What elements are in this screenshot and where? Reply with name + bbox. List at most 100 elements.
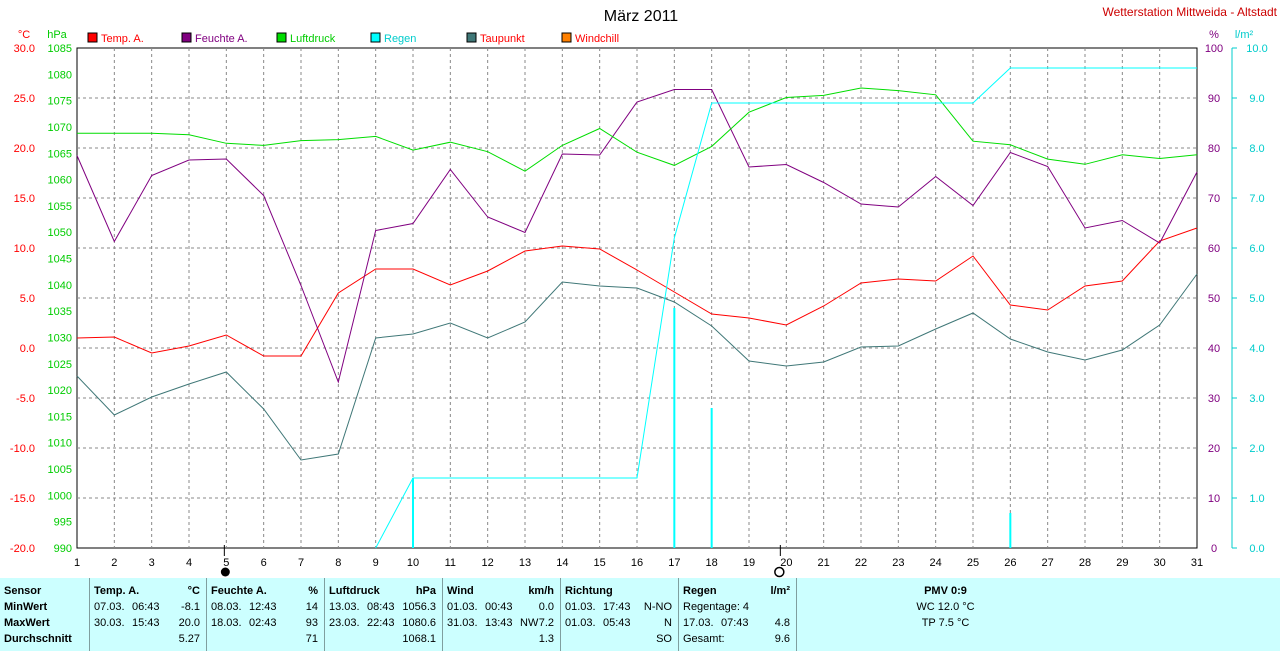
unit-rain: l/m² — [1235, 29, 1254, 41]
wind-min-date: 01.03. — [447, 601, 478, 613]
y-tick-pressure: 1055 — [48, 201, 72, 213]
stats-panel: Sensor MinWert MaxWert Durchschnitt Temp… — [0, 578, 1280, 651]
pressure-max-date: 23.03. — [329, 617, 360, 629]
legend-label: Temp. A. — [101, 33, 144, 45]
pressure-min-value: 1056.3 — [402, 601, 436, 613]
rain-max-value: 4.8 — [774, 617, 790, 629]
pmv-tp: TP 7.5 °C — [921, 617, 970, 629]
x-tick-label: 2 — [111, 557, 117, 569]
legend-label: Feuchte A. — [195, 33, 248, 45]
humidity-unit: % — [308, 585, 318, 597]
humidity-header: Feuchte A. — [211, 585, 267, 597]
x-tick-label: 17 — [668, 557, 680, 569]
rain-max-date: 17.03. — [683, 617, 714, 629]
y-tick-humidity: 10 — [1208, 493, 1220, 505]
y-tick-pressure: 1085 — [48, 43, 72, 55]
y-tick-temp: 15.0 — [14, 193, 35, 205]
y-tick-humidity: 20 — [1208, 443, 1220, 455]
chart-series — [76, 67, 1198, 549]
temp-unit: °C — [187, 585, 200, 597]
y-tick-pressure: 1070 — [48, 122, 72, 134]
x-tick-label: 6 — [261, 557, 267, 569]
y-tick-pressure: 1045 — [48, 254, 72, 266]
x-tick-label: 10 — [407, 557, 419, 569]
durchschnitt-label: Durchschnitt — [4, 633, 72, 645]
legend-label: Windchill — [575, 33, 619, 45]
y-tick-rain: 2.0 — [1249, 443, 1264, 455]
moon-markers — [220, 545, 785, 578]
series-pressure-line — [77, 87, 1198, 172]
y-tick-pressure: 1000 — [48, 490, 72, 502]
y-tick-pressure: 1010 — [48, 438, 72, 450]
y-tick-humidity: 50 — [1208, 293, 1220, 305]
y-tick-temp: 0.0 — [20, 343, 35, 355]
station-name: Wetterstation Mittweida - Altstadt — [1102, 5, 1277, 19]
pressure-max-value: 1080.6 — [402, 617, 436, 629]
stats-col-pmv: PMV 0:9 WC 12.0 °C TP 7.5 °C — [796, 578, 1096, 651]
x-tick-label: 25 — [967, 557, 979, 569]
x-tick-label: 18 — [706, 557, 718, 569]
sensor-header: Sensor — [4, 585, 42, 597]
x-tick-label: 27 — [1042, 557, 1054, 569]
y-tick-pressure: 995 — [54, 517, 72, 529]
pmv-wc: WC 12.0 °C — [916, 601, 975, 613]
wind-avg-value: 1.3 — [538, 633, 554, 645]
y-tick-pressure: 1035 — [48, 306, 72, 318]
weather-chart: März 2011 Wetterstation Mittweida - Alts… — [10, 5, 1278, 578]
y-tick-humidity: 60 — [1208, 243, 1220, 255]
y-tick-temp: 5.0 — [20, 293, 35, 305]
legend-swatch — [276, 32, 287, 43]
y-tick-pressure: 1030 — [48, 332, 72, 344]
humidity-min-date: 08.03. — [211, 601, 242, 613]
stats-col-temp: Temp. A. °C 07.03. 06:43 -8.1 30.03. 15:43 20… — [89, 578, 206, 651]
direction-min-value: N-NO — [643, 601, 672, 613]
legend-swatch — [370, 32, 381, 43]
y-tick-humidity: 70 — [1208, 193, 1220, 205]
y-tick-pressure: 1020 — [48, 385, 72, 397]
x-tick-label: 1 — [74, 557, 80, 569]
humidity-avg-value: 71 — [305, 633, 318, 645]
y-tick-temp: -10.0 — [10, 443, 35, 455]
wind-max-dir: NW — [520, 617, 539, 629]
temp-min-time: 06:43 — [132, 601, 160, 613]
wind-header: Wind — [447, 585, 474, 597]
temp-max-value: 20.0 — [178, 617, 200, 629]
temp-max-date: 30.03. — [94, 617, 125, 629]
y-tick-temp: 10.0 — [14, 243, 35, 255]
stats-col-pressure: Luftdruck hPa 13.03. 08:43 1056.3 23.03. 22:… — [324, 578, 442, 651]
y-tick-rain: 9.0 — [1249, 93, 1264, 105]
y-tick-temp: 25.0 — [14, 93, 35, 105]
x-tick-label: 7 — [298, 557, 304, 569]
y-tick-pressure: 1075 — [48, 96, 72, 108]
y-tick-pressure: 1050 — [48, 227, 72, 239]
y-tick-humidity: 100 — [1205, 43, 1223, 55]
y-tick-pressure: 1080 — [48, 69, 72, 81]
x-tick-label: 30 — [1154, 557, 1166, 569]
series-dewpoint-line — [76, 273, 1198, 461]
x-tick-label: 19 — [743, 557, 755, 569]
wind-max-date: 31.03. — [447, 617, 478, 629]
humidity-max-value: 93 — [305, 617, 318, 629]
chart-axes: 30.0 100 10.025.0 90 9.020.0 80 8.015.0 70 7.010… — [10, 43, 1268, 569]
pressure-header: Luftdruck — [329, 585, 380, 597]
temp-avg-value: 5.27 — [178, 633, 200, 645]
x-tick-label: 3 — [149, 557, 155, 569]
rain-days: Regentage: 4 — [683, 601, 750, 613]
wind-min-value: 0.0 — [538, 601, 554, 613]
wind-unit: km/h — [528, 585, 554, 597]
y-tick-rain: 6.0 — [1249, 243, 1264, 255]
legend-swatch — [561, 32, 572, 43]
y-tick-humidity: 0 — [1211, 543, 1217, 555]
y-tick-rain: 5.0 — [1249, 293, 1264, 305]
y-tick-humidity: 40 — [1208, 343, 1220, 355]
pressure-unit: hPa — [415, 585, 436, 597]
humidity-min-time: 12:43 — [249, 601, 277, 613]
x-tick-label: 15 — [594, 557, 606, 569]
pressure-avg-value: 1068.1 — [402, 633, 436, 645]
wind-min-time: 00:43 — [485, 601, 513, 613]
y-tick-humidity: 30 — [1208, 393, 1220, 405]
y-tick-humidity: 80 — [1208, 143, 1220, 155]
temp-min-value: -8.1 — [181, 601, 200, 613]
direction-max-date: 01.03. — [565, 617, 596, 629]
humidity-max-time: 02:43 — [249, 617, 277, 629]
